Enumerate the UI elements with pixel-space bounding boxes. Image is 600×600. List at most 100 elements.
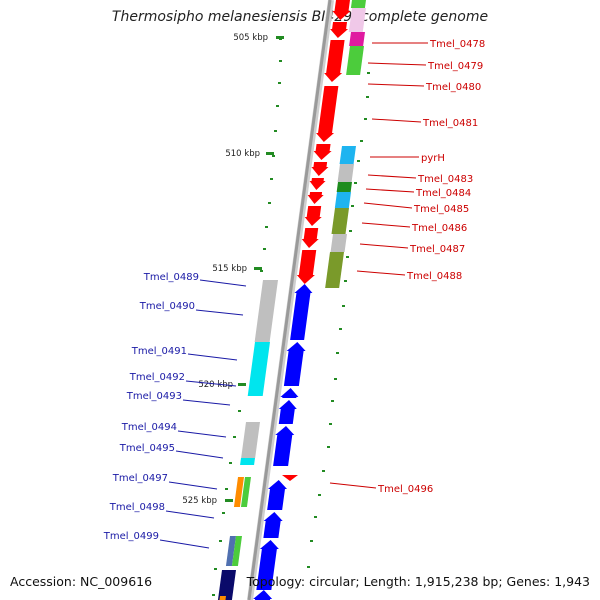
forward-gene-arrow: [324, 40, 345, 82]
reverse-gene-label: Tmel_0494: [121, 422, 177, 433]
cog-category-block: [219, 596, 226, 600]
reverse-gene-leader: [168, 481, 218, 490]
reverse-gene-leader: [182, 399, 231, 406]
reverse-gene-arrow: [278, 400, 297, 424]
forward-gene-label: Tmel_0478: [429, 39, 485, 50]
gc-marker: [265, 226, 268, 228]
gc-marker: [272, 155, 275, 157]
cog-category-block: [240, 477, 251, 507]
accession-text: Accession: NC_009616: [10, 574, 153, 589]
cog-category-block: [241, 422, 260, 458]
genome-title: Thermosipho melanesiensis BI429, complet…: [111, 9, 489, 25]
forward-gene-leader: [329, 482, 377, 489]
gc-marker: [349, 230, 352, 232]
gc-marker: [229, 462, 232, 464]
scale-tick-mark: [266, 152, 274, 155]
cog-category-block: [233, 477, 244, 507]
gc-marker: [212, 594, 215, 596]
gc-marker: [260, 270, 263, 272]
cog-category-block: [217, 570, 236, 600]
reverse-gene-leader: [159, 539, 210, 549]
gc-marker: [364, 118, 367, 120]
cog-category-block: [240, 458, 255, 465]
gc-marker: [327, 446, 330, 448]
reverse-gene-leader: [187, 353, 238, 361]
gc-marker: [274, 130, 277, 132]
gc-marker: [238, 410, 241, 412]
gc-marker: [263, 248, 266, 250]
reverse-gene-label: Tmel_0493: [126, 391, 182, 402]
gc-marker: [279, 60, 282, 62]
reverse-gene-label: Tmel_0495: [119, 443, 175, 454]
forward-gene-leader: [371, 118, 422, 123]
reverse-gene-leader: [177, 430, 227, 438]
cog-category-block: [231, 536, 242, 566]
gc-marker: [344, 280, 347, 282]
forward-gene-label: Tmel_0483: [417, 174, 473, 185]
reverse-gene-arrow: [267, 480, 287, 510]
reverse-gene-arrow: [283, 342, 306, 386]
cog-category-block: [331, 208, 349, 234]
gc-marker: [331, 400, 334, 402]
reverse-gene-leader: [195, 309, 244, 316]
forward-gene-label: Tmel_0488: [406, 271, 462, 282]
gc-marker: [354, 182, 357, 184]
scale-tick-label: 510 kbp: [225, 149, 260, 159]
reverse-gene-arrow: [280, 388, 299, 398]
topology-summary: Topology: circular; Length: 1,915,238 bp…: [246, 574, 590, 589]
cog-category-block: [334, 192, 351, 208]
forward-gene-label: Tmel_0487: [409, 244, 465, 255]
gc-marker: [329, 423, 332, 425]
gc-marker: [346, 256, 349, 258]
gc-marker: [318, 494, 321, 496]
forward-gene-label: Tmel_0481: [422, 118, 478, 129]
forward-gene-leader: [367, 174, 417, 179]
reverse-gene-leader: [175, 450, 224, 459]
forward-gene-label: Tmel_0484: [415, 188, 471, 199]
scale-tick-mark: [238, 383, 246, 386]
reverse-gene-label: Tmel_0491: [131, 346, 187, 357]
scale-tick-mark: [225, 499, 233, 502]
forward-gene-arrow: [282, 475, 298, 481]
forward-gene-label: Tmel_0486: [411, 223, 467, 234]
backbone: [247, 0, 332, 600]
forward-gene-arrow: [304, 206, 322, 226]
cog-category-block: [346, 46, 364, 75]
forward-gene-label: pyrH: [421, 153, 445, 164]
reverse-gene-arrow: [290, 284, 313, 340]
cog-category-block: [349, 32, 365, 46]
cog-category-block: [336, 182, 352, 192]
forward-gene-leader: [365, 188, 415, 193]
scale-tick-mark: [276, 36, 284, 39]
forward-gene-label: Tmel_0479: [427, 61, 483, 72]
cog-category-block: [339, 146, 356, 164]
gc-marker: [342, 305, 345, 307]
forward-gene-leader: [367, 62, 427, 66]
cog-category-block: [225, 536, 236, 566]
gc-marker: [233, 436, 236, 438]
reverse-gene-label: Tmel_0490: [139, 301, 195, 312]
gc-marker: [222, 512, 225, 514]
forward-gene-arrow: [330, 22, 349, 38]
cog-category-block: [325, 252, 344, 288]
forward-gene-arrow: [332, 0, 351, 20]
gc-marker: [268, 202, 271, 204]
reverse-gene-label: Tmel_0498: [109, 502, 165, 513]
cog-category-block: [348, 8, 366, 32]
forward-gene-label: Tmel_0496: [377, 484, 433, 495]
cog-category-block: [350, 0, 366, 8]
gc-marker: [310, 540, 313, 542]
forward-gene-arrow: [296, 250, 317, 284]
cog-category-block: [337, 164, 354, 182]
scale-tick-label: 515 kbp: [212, 264, 247, 274]
forward-gene-leader: [367, 83, 425, 87]
reverse-gene-label: Tmel_0499: [103, 531, 159, 542]
reverse-gene-label: Tmel_0489: [143, 272, 199, 283]
scale-tick-label: 505 kbp: [233, 33, 268, 43]
gc-marker: [334, 378, 337, 380]
scale-tick-mark: [254, 267, 262, 270]
gc-marker: [339, 328, 342, 330]
scale-tick-label: 520 kbp: [198, 380, 233, 390]
gc-marker: [336, 352, 339, 354]
